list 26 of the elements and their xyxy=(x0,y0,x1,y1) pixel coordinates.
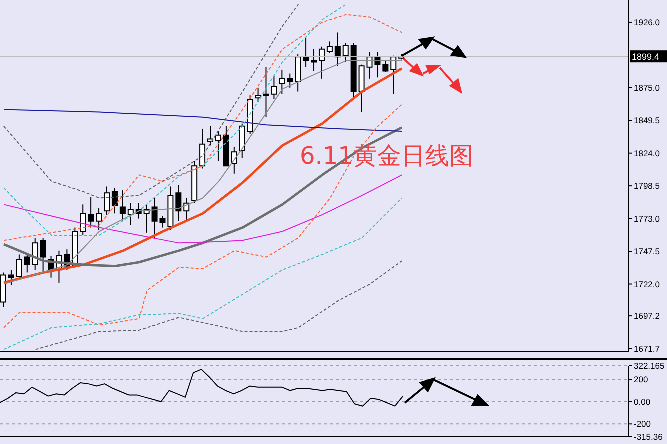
line-series xyxy=(3,174,403,244)
y-tick-label: 322.165 xyxy=(634,361,665,372)
line-series xyxy=(3,109,403,132)
line-series xyxy=(0,369,404,407)
y-tick-label: -200 xyxy=(634,419,652,430)
y-tick-label: 1747.5 xyxy=(634,246,660,257)
y-tick-label: 1824.0 xyxy=(634,148,660,158)
line-series xyxy=(35,260,403,350)
y-tick-label: 1671.7 xyxy=(634,344,660,354)
y-tick-label: 1697.2 xyxy=(634,311,660,322)
y-tick-label: 1722.0 xyxy=(634,279,660,290)
y-tick-label: -315.36 xyxy=(634,432,664,442)
y-tick-label: 1926.0 xyxy=(634,17,660,28)
y-tick-label: 1798.5 xyxy=(634,181,660,192)
y-tick-label: 200 xyxy=(634,374,648,385)
y-tick-label: 1773.0 xyxy=(634,214,660,224)
line-series xyxy=(3,14,403,242)
line-series xyxy=(3,4,300,199)
y-tick-label: 1849.5 xyxy=(634,116,660,126)
y-tick-label: 0.00 xyxy=(634,396,651,407)
line-series xyxy=(3,104,403,328)
y-tick-label: 1875.0 xyxy=(634,82,660,93)
line-series xyxy=(3,198,403,350)
line-series xyxy=(2,126,404,268)
text: 6.11黄金日线图 xyxy=(300,141,474,172)
ref-line-label: 1899.4 xyxy=(632,52,660,62)
